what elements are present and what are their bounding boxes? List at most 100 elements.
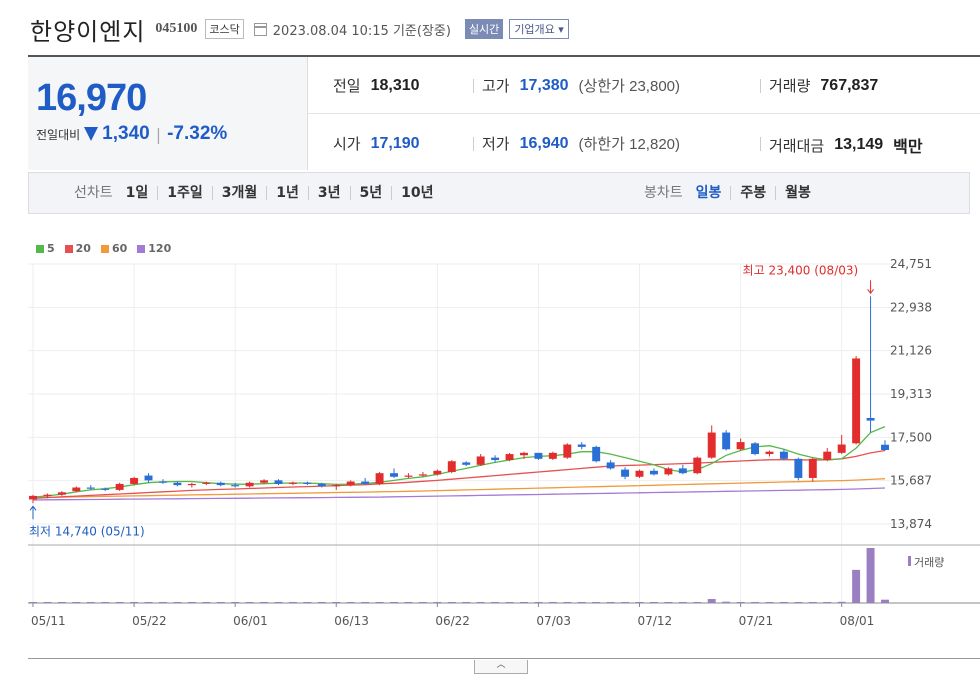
candle-body	[447, 461, 456, 472]
candle-body	[505, 454, 514, 461]
volume-bar	[390, 602, 398, 603]
x-tick-label: 07/21	[739, 614, 774, 628]
candle-body	[707, 432, 716, 458]
legend-swatch	[100, 244, 109, 253]
stat-separator	[760, 79, 761, 93]
tab-period-1y[interactable]: 1년	[266, 186, 308, 200]
volume-bar	[43, 602, 52, 603]
stat-prev: 전일 18,310	[333, 75, 420, 96]
legend-ma5: 5	[36, 242, 55, 255]
candle-body	[866, 417, 875, 421]
candle-body	[418, 474, 427, 476]
chart-tab-bar: 선차트 1일 1주일 3개월 1년 3년 5년 10년 봉차트 일봉 주봉 월봉	[28, 172, 970, 214]
volume-bar	[635, 602, 644, 603]
price-chart: 5 20 60 120 24,751 22,938 21,126 19,313 17,5…	[28, 230, 980, 660]
stat-amount-unit: 백만	[893, 139, 923, 156]
x-tick-label: 07/12	[638, 614, 673, 628]
volume-bar	[606, 602, 615, 603]
line-chart-label[interactable]: 선차트	[74, 185, 113, 201]
realtime-button[interactable]: 실시간	[464, 19, 504, 39]
volume-bar	[664, 602, 673, 603]
stat-low: 저가 16,940 (하한가 12,820)	[482, 133, 680, 154]
chart-canvas[interactable]: 24,751 22,938 21,126 19,313 17,500 15,687 13,8…	[28, 230, 980, 660]
diff-value: 1,340	[102, 123, 150, 144]
volume-bar	[101, 602, 110, 603]
chart-background	[28, 230, 980, 660]
tab-period-3m[interactable]: 3개월	[211, 186, 267, 200]
stat-amount-label: 거래대금	[769, 136, 825, 155]
candle-body	[693, 457, 702, 474]
tab-period-10y[interactable]: 10년	[391, 186, 442, 200]
y-tick-label: 24,751	[890, 257, 932, 271]
volume-bar	[130, 602, 139, 603]
tab-period-1d[interactable]: 1일	[125, 185, 149, 201]
volume-bar	[375, 602, 384, 603]
stat-volume-label: 거래량	[769, 77, 811, 95]
volume-bar	[823, 602, 832, 603]
candle-body	[433, 470, 442, 475]
tab-daily[interactable]: 일봉	[695, 185, 722, 201]
volume-bar	[765, 602, 774, 603]
volume-bar	[303, 602, 312, 603]
price-change: 전일대비 1,340 | -7.32%	[36, 123, 227, 145]
calendar-icon	[253, 22, 267, 36]
stat-amount-value: 13,149	[834, 136, 884, 153]
tab-period-5y[interactable]: 5년	[349, 186, 392, 200]
candle-body	[649, 470, 658, 475]
volume-bar	[202, 602, 211, 603]
volume-bar	[707, 599, 716, 603]
candle-body	[548, 452, 557, 459]
stat-prev-value: 18,310	[370, 76, 420, 94]
tab-monthly[interactable]: 월봉	[775, 186, 820, 200]
price-summary: 16,970 전일대비 1,340 | -7.32%	[28, 57, 308, 170]
diff-rate: -7.32%	[167, 123, 228, 144]
tab-period-1w[interactable]: 1주일	[157, 186, 212, 200]
y-tick-label: 15,687	[890, 474, 932, 488]
volume-bar	[751, 602, 760, 603]
stat-separator	[473, 79, 474, 93]
candle-tabs: 봉차트 일봉 주봉 월봉	[635, 173, 820, 213]
candle-body	[202, 482, 211, 484]
collapse-chart-button[interactable]: ︿	[474, 660, 528, 674]
stat-high-value: 17,380	[519, 76, 569, 94]
candle-body	[187, 483, 196, 486]
volume-bar	[288, 602, 297, 603]
candle-body	[722, 432, 731, 450]
volume-bar	[779, 602, 788, 603]
candle-body	[86, 487, 95, 489]
stat-prev-label: 전일	[333, 77, 361, 95]
stat-high-label: 고가	[482, 77, 510, 95]
candle-body	[43, 494, 52, 496]
stat-upper-value: 23,800	[629, 78, 676, 95]
volume-bar	[274, 602, 283, 603]
candle-body	[751, 443, 760, 455]
volume-bar	[592, 602, 601, 603]
candle-body	[563, 444, 572, 458]
legend-ma60: 60	[100, 242, 127, 255]
tab-period-3y[interactable]: 3년	[307, 186, 350, 200]
candle-body	[678, 468, 687, 474]
candle-chart-label[interactable]: 봉차트	[644, 185, 683, 201]
volume-bar	[548, 602, 557, 603]
candle-body	[404, 475, 413, 477]
company-name: 한양이엔지	[30, 17, 146, 46]
volume-bar	[346, 602, 355, 603]
high-arrow-head	[867, 288, 874, 295]
market-badge: 코스닥	[205, 19, 244, 39]
volume-bar	[158, 602, 167, 603]
company-overview-dropdown[interactable]: 기업개요 ▾	[509, 19, 569, 39]
tab-weekly[interactable]: 주봉	[730, 186, 775, 200]
candle-body	[606, 462, 615, 469]
volume-bar	[563, 602, 572, 603]
volume-bar	[418, 602, 427, 603]
candle-body	[57, 492, 66, 495]
volume-bar	[736, 602, 745, 603]
y-tick-label: 21,126	[890, 344, 932, 358]
bottom-divider	[28, 658, 980, 659]
stat-lower: (하한가 12,820)	[578, 136, 681, 153]
diff-label: 전일대비	[36, 127, 81, 142]
volume-bar	[187, 602, 196, 603]
candle-body	[317, 483, 326, 487]
candle-body	[462, 462, 471, 465]
candle-body	[346, 481, 355, 486]
